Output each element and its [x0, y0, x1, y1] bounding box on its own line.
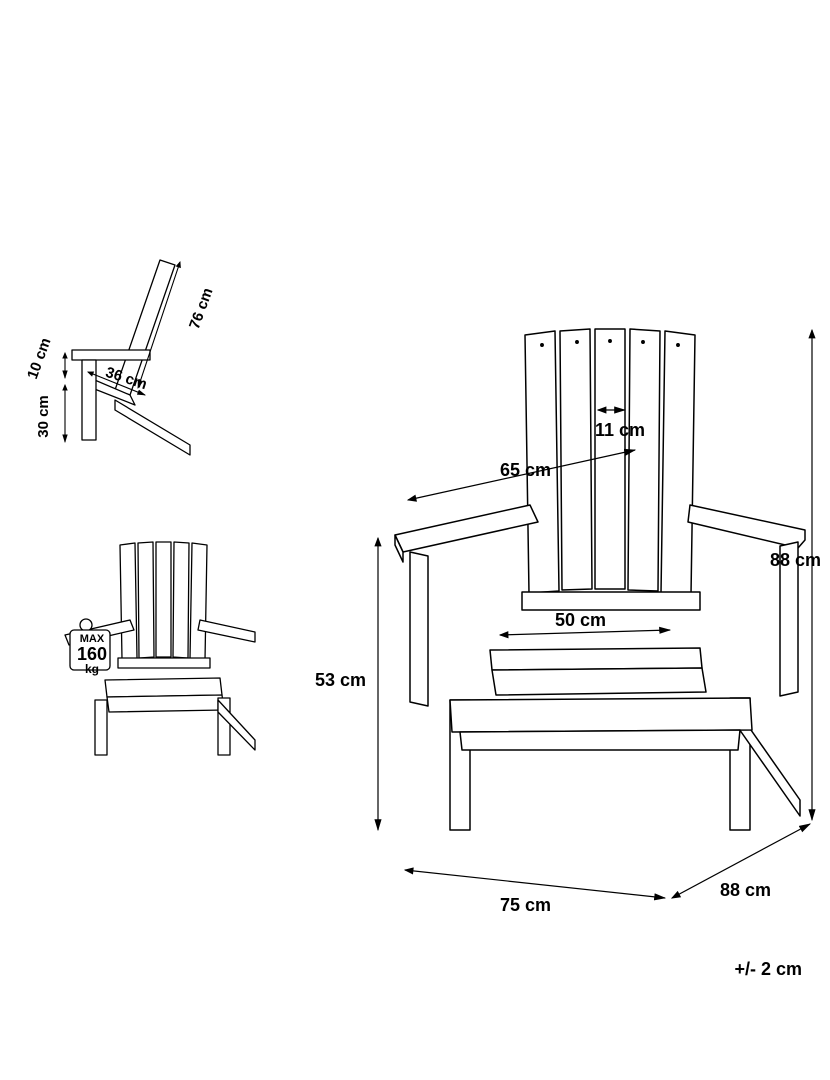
- max-weight-unit: kg: [73, 663, 111, 675]
- dim-slat-width: 11 cm: [595, 420, 645, 441]
- dim-seat-width: 50 cm: [555, 610, 606, 631]
- dim-arm-height: 53 cm: [315, 670, 366, 691]
- dim-back-height: 88 cm: [770, 550, 821, 571]
- dim-width: 75 cm: [500, 895, 551, 916]
- side-chair-drawing: [30, 250, 255, 480]
- dim-side-leg: 30 cm: [35, 395, 52, 438]
- dim-arm-span: 65 cm: [500, 460, 551, 481]
- max-weight-value: 160: [73, 645, 111, 663]
- dim-depth: 88 cm: [720, 880, 771, 901]
- max-weight-badge: MAX 160 kg: [73, 634, 111, 675]
- tolerance-note: +/- 2 cm: [734, 959, 802, 980]
